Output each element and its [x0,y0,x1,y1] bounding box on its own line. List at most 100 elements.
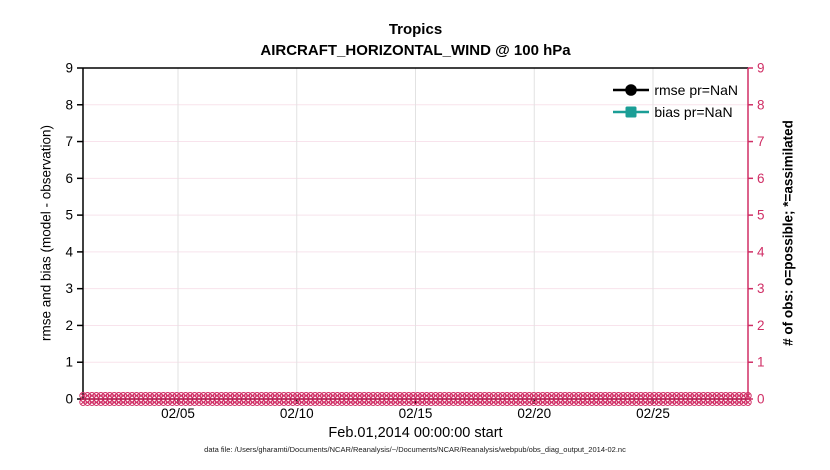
y-tick-label-left: 1 [65,355,73,370]
obs-circle-marker [610,398,618,406]
x-tick-label: 02/10 [280,406,314,421]
obs-circle-marker [356,398,364,406]
obs-circle-marker [436,398,444,406]
y-tick-label-right: 0 [757,392,765,407]
obs-circle-marker [280,398,288,406]
obs-circle-marker [128,398,136,406]
y-tick-label-right: 4 [757,244,765,259]
data-file-path: data file: /Users/gharamti/Documents/NCA… [204,445,626,454]
obs-asterisk-marker [745,393,751,399]
obs-circle-marker [405,398,413,406]
obs-circle-marker [186,398,194,406]
obs-marker-row-obs-assimilated [79,398,752,406]
obs-circle-marker [164,398,172,406]
obs-circle-marker [659,398,667,406]
obs-circle-marker [543,398,551,406]
x-tick-label: 02/20 [517,406,551,421]
obs-circle-marker [516,398,525,406]
obs-circle-marker [467,398,475,406]
obs-circle-marker [418,398,426,406]
y-axis-label-right: # of obs: o=possible; *=assimilated [780,120,796,346]
obs-circle-marker [97,398,105,406]
obs-circle-marker [360,398,368,406]
y-tick-label-left: 7 [65,134,73,149]
obs-circle-marker [663,398,672,406]
obs-circle-marker [115,398,123,406]
obs-circle-marker [547,398,556,406]
obs-circle-marker [320,398,328,406]
obs-circle-marker [619,398,627,406]
obs-circle-marker [730,398,739,406]
obs-circle-marker [592,398,600,406]
y-tick-label-left: 6 [65,171,73,186]
obs-circle-marker [699,398,708,406]
obs-circle-marker [485,398,493,406]
obs-circle-marker [262,398,270,406]
obs-circle-marker [315,398,324,406]
obs-circle-marker [123,398,132,406]
obs-circle-marker [681,398,690,406]
obs-circle-marker [235,398,243,406]
obs-circle-marker [672,398,681,406]
obs-circle-marker [396,398,404,406]
legend-item: rmse pr=NaN [612,80,738,99]
obs-circle-marker [538,398,547,406]
obs-circle-marker [574,398,583,406]
obs-circle-marker [373,398,382,406]
obs-circle-marker [655,398,663,406]
obs-circle-marker [605,398,614,406]
obs-circle-marker [199,398,208,406]
y-tick-label-right: 8 [757,97,765,112]
obs-circle-marker [632,398,641,406]
obs-circle-marker [177,398,185,406]
legend-marker-circle [613,83,650,96]
y-tick-label-right: 2 [757,318,765,333]
obs-circle-marker [440,398,449,406]
obs-circle-marker [489,398,498,406]
obs-circle-marker [614,398,623,406]
obs-circle-marker [735,398,743,406]
obs-circle-marker [106,398,114,406]
obs-circle-marker [628,398,636,406]
obs-circle-marker [244,398,252,406]
obs-circle-marker [525,398,534,406]
obs-circle-marker [476,398,484,406]
obs-circle-marker [498,398,507,406]
obs-circle-marker [369,398,377,406]
obs-circle-marker [391,398,400,406]
obs-circle-marker [226,398,234,406]
obs-circle-marker [293,398,301,406]
obs-circle-marker [146,398,154,406]
obs-circle-marker [168,398,176,406]
obs-circle-marker [695,398,703,406]
obs-circle-marker [726,398,734,406]
obs-circle-marker [512,398,520,406]
y-tick-label-right: 7 [757,134,765,149]
y-tick-label-right: 6 [757,171,765,186]
obs-circle-marker [110,398,118,406]
obs-circle-marker [83,398,92,406]
obs-circle-marker [351,398,359,406]
y-tick-label-left: 2 [65,318,73,333]
obs-circle-marker [324,398,333,406]
obs-circle-marker [646,398,654,406]
legend-item: bias pr=NaN [612,102,733,121]
y-tick-label-right: 3 [757,281,765,296]
x-axis-label: Feb.01,2014 00:00:00 start [328,425,503,441]
plot-subtitle: AIRCRAFT_HORIZONTAL_WIND @ 100 hPa [260,42,571,59]
obs-circle-marker [378,398,386,406]
obs-circle-marker [181,398,190,406]
obs-circle-marker [155,398,163,406]
obs-circle-marker [92,398,101,406]
y-tick-label-left: 9 [65,61,73,76]
obs-circle-marker [329,398,337,406]
obs-circle-marker [275,398,284,406]
obs-circle-marker [213,398,221,406]
obs-circle-marker [637,398,645,406]
obs-circle-marker [222,398,230,406]
obs-circle-marker [132,398,141,406]
obs-circle-marker [565,398,574,406]
obs-circle-marker [445,398,453,406]
obs-circle-marker [297,398,306,406]
